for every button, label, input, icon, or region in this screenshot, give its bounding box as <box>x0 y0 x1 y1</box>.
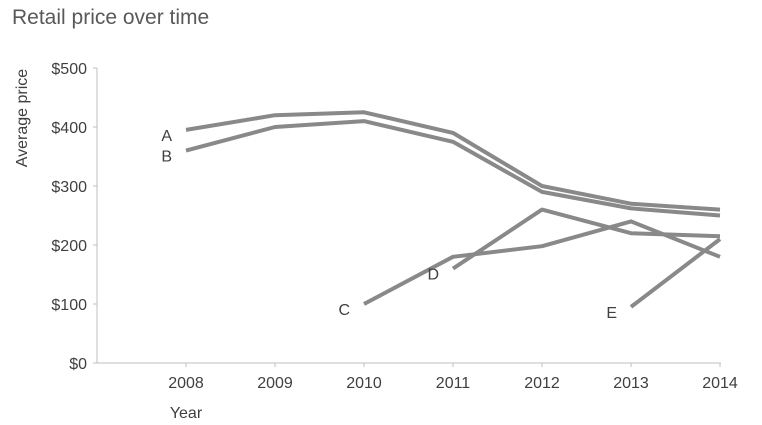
series-label-c: C <box>338 302 350 319</box>
series-line-b <box>185 119 721 218</box>
series-line-e <box>629 237 722 309</box>
x-tick-label: 2013 <box>613 375 649 392</box>
y-tick-label: $0 <box>69 356 87 373</box>
x-tick-label: 2012 <box>524 375 560 392</box>
series-label-d: D <box>427 267 439 284</box>
y-tick-label: $500 <box>51 61 87 78</box>
series-line-d <box>451 207 721 271</box>
x-tick-label: 2010 <box>346 375 382 392</box>
x-tick-label: 2008 <box>168 375 204 392</box>
y-axis-title: Average price <box>14 69 31 168</box>
series-label-e: E <box>606 305 617 322</box>
series-label-b: B <box>161 149 172 166</box>
y-tick-label: $200 <box>51 238 87 255</box>
chart-title: Retail price over time <box>12 6 210 29</box>
x-axis-title: Year <box>170 405 203 422</box>
x-tick-label: 2009 <box>257 375 293 392</box>
series-line-a <box>185 110 721 212</box>
y-tick-label: $100 <box>51 297 87 314</box>
y-tick-label: $300 <box>51 179 87 196</box>
y-tick-label: $400 <box>51 120 87 137</box>
x-tick-label: 2014 <box>702 375 738 392</box>
x-tick-label: 2011 <box>436 375 471 392</box>
series-label-a: A <box>161 128 172 145</box>
